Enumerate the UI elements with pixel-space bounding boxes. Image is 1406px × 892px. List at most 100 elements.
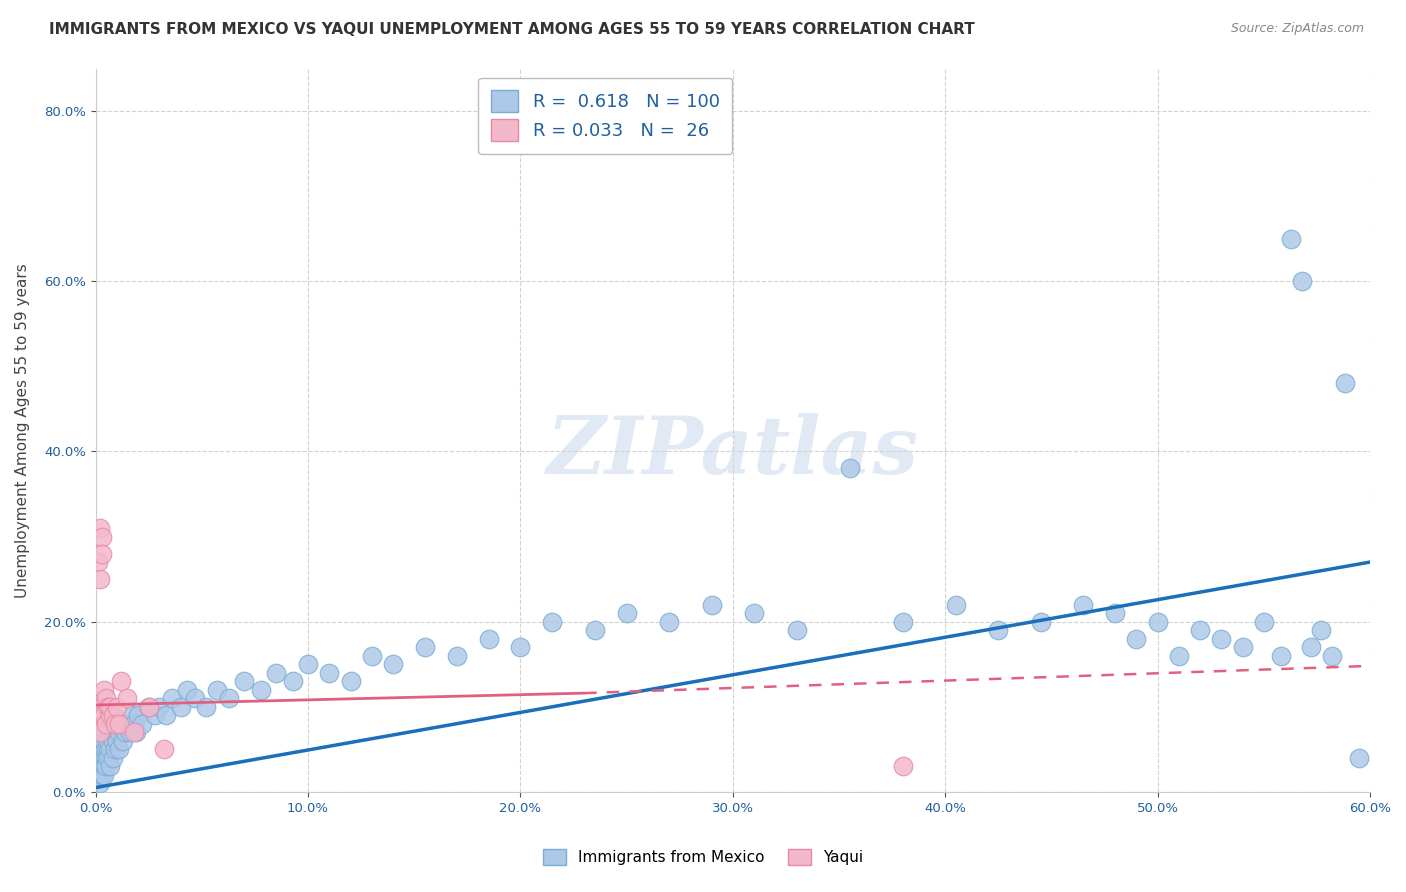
Point — [160, 691, 183, 706]
Point — [122, 716, 145, 731]
Point — [143, 708, 166, 723]
Point — [117, 691, 139, 706]
Point — [152, 742, 174, 756]
Point — [117, 716, 139, 731]
Point — [96, 759, 118, 773]
Point — [891, 615, 914, 629]
Point — [1253, 615, 1275, 629]
Point — [1029, 615, 1052, 629]
Point — [89, 768, 111, 782]
Point — [131, 716, 153, 731]
Point — [96, 742, 118, 756]
Point — [100, 708, 122, 723]
Legend: R =  0.618   N = 100, R = 0.033   N =  26: R = 0.618 N = 100, R = 0.033 N = 26 — [478, 78, 733, 154]
Point — [97, 742, 120, 756]
Point — [97, 699, 120, 714]
Point — [91, 708, 114, 723]
Point — [108, 716, 131, 731]
Text: IMMIGRANTS FROM MEXICO VS YAQUI UNEMPLOYMENT AMONG AGES 55 TO 59 YEARS CORRELATI: IMMIGRANTS FROM MEXICO VS YAQUI UNEMPLOY… — [49, 22, 974, 37]
Point — [87, 759, 110, 773]
Point — [108, 742, 131, 756]
Point — [891, 759, 914, 773]
Point — [97, 733, 120, 747]
Point — [742, 606, 765, 620]
Point — [91, 699, 114, 714]
Point — [118, 725, 141, 739]
Point — [114, 725, 136, 739]
Point — [195, 699, 218, 714]
Point — [297, 657, 319, 672]
Point — [89, 521, 111, 535]
Point — [91, 768, 114, 782]
Point — [1071, 598, 1094, 612]
Point — [1125, 632, 1147, 646]
Point — [100, 742, 122, 756]
Point — [97, 751, 120, 765]
Point — [127, 708, 149, 723]
Point — [138, 699, 160, 714]
Point — [89, 742, 111, 756]
Point — [87, 768, 110, 782]
Point — [541, 615, 564, 629]
Point — [477, 632, 499, 646]
Point — [100, 725, 122, 739]
Point — [1299, 640, 1322, 655]
Point — [87, 699, 110, 714]
Point — [101, 716, 124, 731]
Point — [616, 606, 638, 620]
Point — [1211, 632, 1233, 646]
Point — [93, 733, 115, 747]
Point — [101, 708, 124, 723]
Point — [1104, 606, 1126, 620]
Point — [218, 691, 240, 706]
Point — [91, 742, 114, 756]
Point — [89, 572, 111, 586]
Point — [110, 716, 132, 731]
Point — [96, 725, 118, 739]
Point — [93, 682, 115, 697]
Point — [987, 623, 1010, 637]
Point — [89, 751, 111, 765]
Point — [108, 725, 131, 739]
Point — [1333, 376, 1355, 391]
Point — [112, 733, 135, 747]
Point — [155, 708, 177, 723]
Point — [339, 674, 361, 689]
Point — [105, 716, 128, 731]
Point — [838, 461, 860, 475]
Point — [264, 665, 287, 680]
Point — [184, 691, 207, 706]
Point — [148, 699, 170, 714]
Point — [91, 759, 114, 773]
Text: Source: ZipAtlas.com: Source: ZipAtlas.com — [1230, 22, 1364, 36]
Point — [138, 699, 160, 714]
Point — [93, 742, 115, 756]
Point — [89, 776, 111, 790]
Point — [89, 733, 111, 747]
Point — [87, 555, 110, 569]
Point — [176, 682, 198, 697]
Point — [91, 530, 114, 544]
Point — [121, 708, 143, 723]
Point — [87, 751, 110, 765]
Point — [446, 648, 468, 663]
Point — [104, 716, 127, 731]
Point — [1146, 615, 1168, 629]
Point — [105, 733, 128, 747]
Point — [283, 674, 305, 689]
Point — [91, 751, 114, 765]
Y-axis label: Unemployment Among Ages 55 to 59 years: Unemployment Among Ages 55 to 59 years — [15, 263, 30, 598]
Point — [110, 674, 132, 689]
Point — [1189, 623, 1212, 637]
Point — [104, 725, 127, 739]
Point — [105, 699, 128, 714]
Point — [700, 598, 723, 612]
Point — [1291, 274, 1313, 288]
Point — [233, 674, 256, 689]
Point — [583, 623, 606, 637]
Point — [509, 640, 531, 655]
Point — [100, 699, 122, 714]
Point — [1320, 648, 1343, 663]
Point — [1348, 751, 1371, 765]
Point — [96, 751, 118, 765]
